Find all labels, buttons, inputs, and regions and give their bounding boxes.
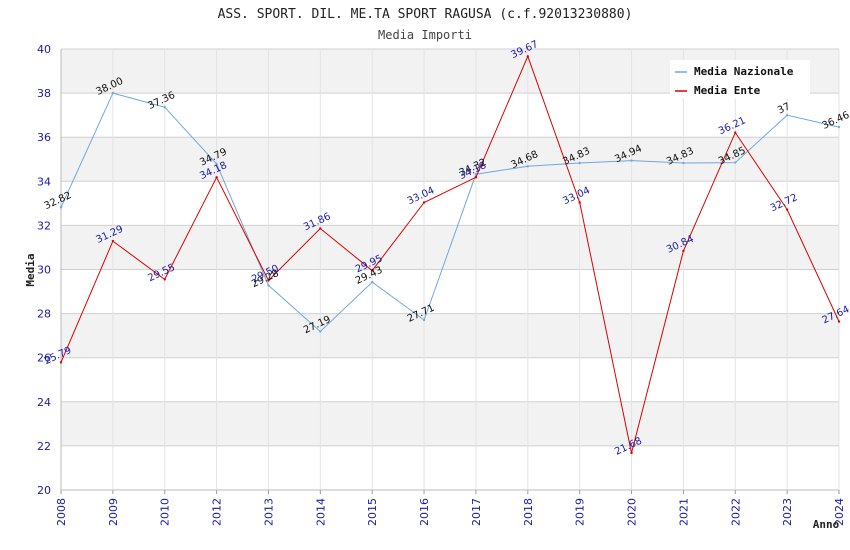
x-tick-label: 2018 (522, 498, 535, 526)
point-media-nazionale (578, 161, 581, 165)
point-media-ente (474, 176, 478, 179)
point-media-ente (734, 131, 737, 134)
point-media-nazionale (371, 280, 374, 284)
point-media-nazionale (215, 162, 218, 166)
point-media-ente (267, 279, 270, 282)
chart-title: ASS. SPORT. DIL. ME.TA SPORT RAGUSA (c.f… (218, 7, 633, 22)
point-media-ente (682, 249, 685, 253)
x-tick-label: 2017 (470, 498, 483, 526)
point-media-ente (785, 208, 789, 211)
x-tick-label: 2016 (418, 498, 431, 526)
y-tick-label: 28 (37, 308, 51, 321)
data-label-media-nazionale: 37 (776, 101, 792, 116)
legend-label-media-ente: Media Ente (694, 84, 761, 97)
x-tick-label: 2014 (314, 498, 327, 526)
series-lines (59, 54, 841, 455)
point-media-nazionale (734, 161, 737, 164)
point-media-ente (319, 227, 322, 230)
x-tick-label: 2020 (626, 498, 639, 526)
point-media-nazionale (422, 318, 426, 322)
point-media-ente (59, 361, 63, 364)
chart-subtitle: Media Importi (378, 28, 472, 42)
plot-band (61, 445, 839, 490)
x-tick-label: 2009 (107, 498, 120, 526)
y-tick-label: 26 (37, 352, 51, 365)
y-tick-label: 32 (37, 219, 51, 232)
x-tick-label: 2013 (262, 498, 275, 526)
point-media-ente (371, 269, 374, 272)
x-tick-label: 2008 (55, 498, 68, 526)
y-tick-label: 40 (37, 43, 51, 56)
point-media-ente (422, 201, 426, 204)
x-tick-label: 2010 (159, 498, 172, 526)
axes (60, 49, 840, 494)
x-tick-label: 2022 (729, 498, 742, 526)
point-media-nazionale (319, 330, 322, 333)
series-line-media-ente (60, 54, 840, 454)
point-media-nazionale (785, 113, 789, 117)
x-tick-label: 2024 (833, 498, 846, 526)
plot-band (61, 357, 839, 402)
point-media-ente (163, 278, 166, 281)
y-tick-label: 36 (37, 131, 51, 144)
point-media-ente (578, 201, 581, 204)
y-tick-label: 20 (37, 484, 51, 497)
plot-background (61, 49, 839, 490)
x-tick-label: 2019 (574, 498, 587, 526)
x-axis-label: Anno (813, 518, 840, 531)
plot-band (61, 401, 839, 446)
point-media-ente (630, 451, 633, 455)
point-media-nazionale (111, 91, 115, 95)
point-media-ente (215, 176, 218, 179)
y-tick-label: 24 (37, 396, 51, 409)
point-media-nazionale (630, 159, 633, 162)
point-media-ente (837, 320, 841, 323)
y-tick-label: 22 (37, 440, 51, 453)
y-axis-label: Media (24, 253, 37, 286)
point-media-nazionale (59, 206, 63, 209)
point-media-nazionale (526, 165, 529, 168)
x-tick-label: 2021 (677, 498, 690, 526)
legend-box (670, 60, 810, 98)
point-media-nazionale (682, 161, 685, 165)
point-media-nazionale (267, 284, 270, 287)
point-media-nazionale (163, 106, 166, 109)
x-tick-label: 2015 (366, 498, 379, 526)
y-tick-label: 30 (37, 264, 51, 277)
legend: Media Nazionale Media Ente (670, 60, 810, 98)
plot-band (61, 313, 839, 358)
x-tick-label: 2012 (211, 498, 224, 526)
plot-band (61, 93, 839, 138)
point-media-ente (111, 239, 115, 243)
x-tick-label: 2023 (781, 498, 794, 526)
legend-label-media-nazionale: Media Nazionale (694, 65, 794, 78)
series-line-media-nazionale (60, 92, 840, 333)
y-tick-label: 34 (37, 175, 51, 188)
plot-band (61, 137, 839, 182)
y-tick-label: 38 (37, 87, 51, 100)
plot-band (61, 269, 839, 314)
point-media-ente (526, 55, 529, 58)
plot-band (61, 181, 839, 226)
point-media-nazionale (837, 125, 841, 129)
